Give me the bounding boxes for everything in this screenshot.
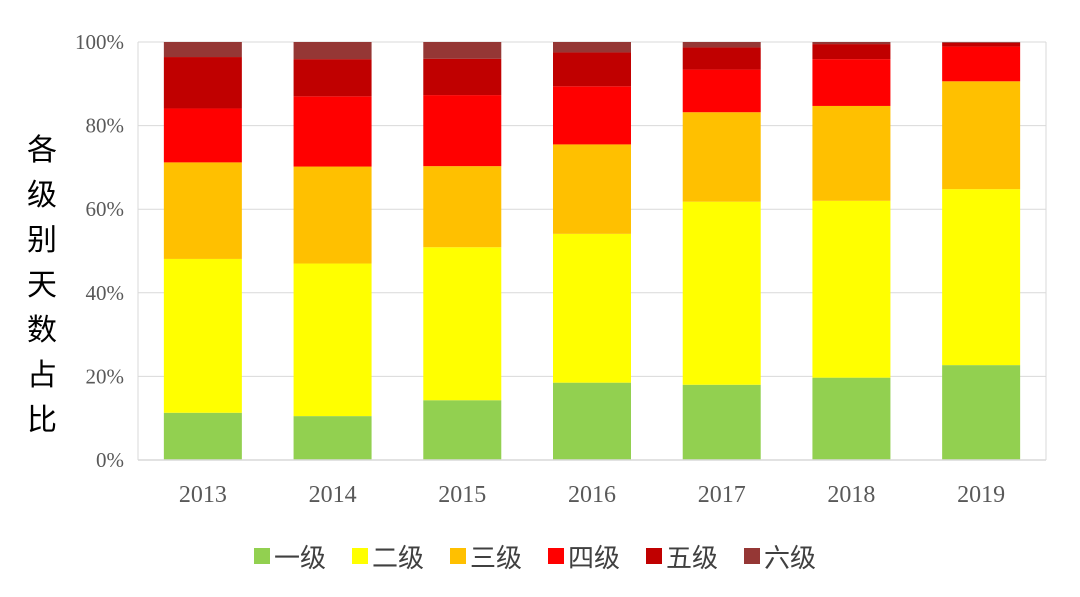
legend-item: 三级 xyxy=(450,544,522,574)
bar-2017-series-5 xyxy=(682,47,761,70)
bar-2014-series-1 xyxy=(293,416,372,460)
bar-2019-series-2 xyxy=(942,189,1021,366)
bar-2018-series-1 xyxy=(812,377,891,460)
bar-2015-series-6 xyxy=(423,42,502,59)
legend-label: 四级 xyxy=(568,544,620,574)
legend-label: 二级 xyxy=(372,544,424,574)
bar-2015-series-1 xyxy=(423,400,502,460)
legend-label: 三级 xyxy=(470,544,522,574)
bar-2016-series-1 xyxy=(553,382,631,460)
bar-2014-series-3 xyxy=(293,166,372,264)
legend-item: 二级 xyxy=(352,544,424,574)
x-tick-label: 2016 xyxy=(568,482,616,508)
bar-2018-series-2 xyxy=(812,200,891,378)
bar-2016-series-4 xyxy=(553,86,631,145)
bar-2019-series-3 xyxy=(942,81,1021,190)
bar-2014-series-2 xyxy=(293,263,372,417)
legend-label: 五级 xyxy=(666,544,718,574)
x-tick-label: 2017 xyxy=(698,482,746,508)
legend-swatch xyxy=(548,548,564,564)
bar-2013-series-3 xyxy=(163,162,242,259)
bar-2013-series-5 xyxy=(163,57,242,109)
bar-2019-series-6 xyxy=(942,42,1021,43)
legend: 一级 二级 三级 四级 五级 六级 xyxy=(254,544,816,574)
bar-2014-series-6 xyxy=(293,42,372,60)
bar-2019-series-5 xyxy=(942,42,1021,47)
legend-swatch xyxy=(450,548,466,564)
bar-2015-series-3 xyxy=(423,166,502,248)
x-tick-label: 2015 xyxy=(438,482,486,508)
x-tick-label: 2018 xyxy=(827,482,875,508)
bar-2015-series-4 xyxy=(423,95,502,167)
y-tick-label: 80% xyxy=(86,114,125,138)
legend-swatch xyxy=(352,548,368,564)
axes: 0% 20% 40% 60% 80% 100% 2013 2014 2015 2016 2017 20… xyxy=(75,30,1046,508)
legend-item: 五级 xyxy=(646,544,718,574)
legend-item: 四级 xyxy=(548,544,620,574)
bar-2019-series-1 xyxy=(942,365,1021,460)
y-tick-label: 100% xyxy=(75,30,124,54)
bars xyxy=(163,42,1021,460)
bar-2017-series-6 xyxy=(682,42,761,48)
bar-2013-series-1 xyxy=(163,412,242,460)
bar-2013-series-2 xyxy=(163,258,242,413)
x-tick-label: 2014 xyxy=(309,482,357,508)
bar-2014-series-4 xyxy=(293,96,372,167)
bar-2018-series-4 xyxy=(812,59,891,106)
bar-2018-series-5 xyxy=(812,44,891,60)
bar-2016-series-3 xyxy=(553,144,631,234)
bar-2017-series-4 xyxy=(682,69,761,113)
y-tick-label: 60% xyxy=(86,197,125,221)
y-tick-label: 20% xyxy=(86,364,125,388)
legend-swatch xyxy=(646,548,662,564)
bar-2016-series-5 xyxy=(553,52,631,87)
bar-2015-series-2 xyxy=(423,247,502,401)
bar-2017-series-2 xyxy=(682,201,761,385)
bar-2013-series-4 xyxy=(163,108,242,163)
bar-2017-series-1 xyxy=(682,384,761,460)
legend-label: 六级 xyxy=(764,544,816,574)
x-tick-label: 2019 xyxy=(957,482,1005,508)
legend-item: 一级 xyxy=(254,544,326,574)
y-tick-label: 0% xyxy=(96,448,124,472)
legend-swatch xyxy=(254,548,270,564)
legend-swatch xyxy=(744,548,760,564)
bar-2018-series-6 xyxy=(812,42,891,45)
bar-2016-series-6 xyxy=(553,42,631,53)
y-tick-label: 40% xyxy=(86,281,125,305)
bar-2013-series-6 xyxy=(163,42,242,58)
y-axis-label: 各级别天数占比 xyxy=(27,133,57,438)
legend-label: 一级 xyxy=(274,544,326,574)
legend-item: 六级 xyxy=(744,544,816,574)
bar-2016-series-2 xyxy=(553,233,631,383)
x-tick-label: 2013 xyxy=(179,482,227,508)
bar-2015-series-5 xyxy=(423,58,502,96)
bar-2019-series-4 xyxy=(942,46,1021,82)
y-axis-label-text: 各级别天数占比 xyxy=(27,133,57,438)
bar-2017-series-3 xyxy=(682,112,761,202)
bar-2014-series-5 xyxy=(293,59,372,97)
bar-2018-series-3 xyxy=(812,105,891,201)
